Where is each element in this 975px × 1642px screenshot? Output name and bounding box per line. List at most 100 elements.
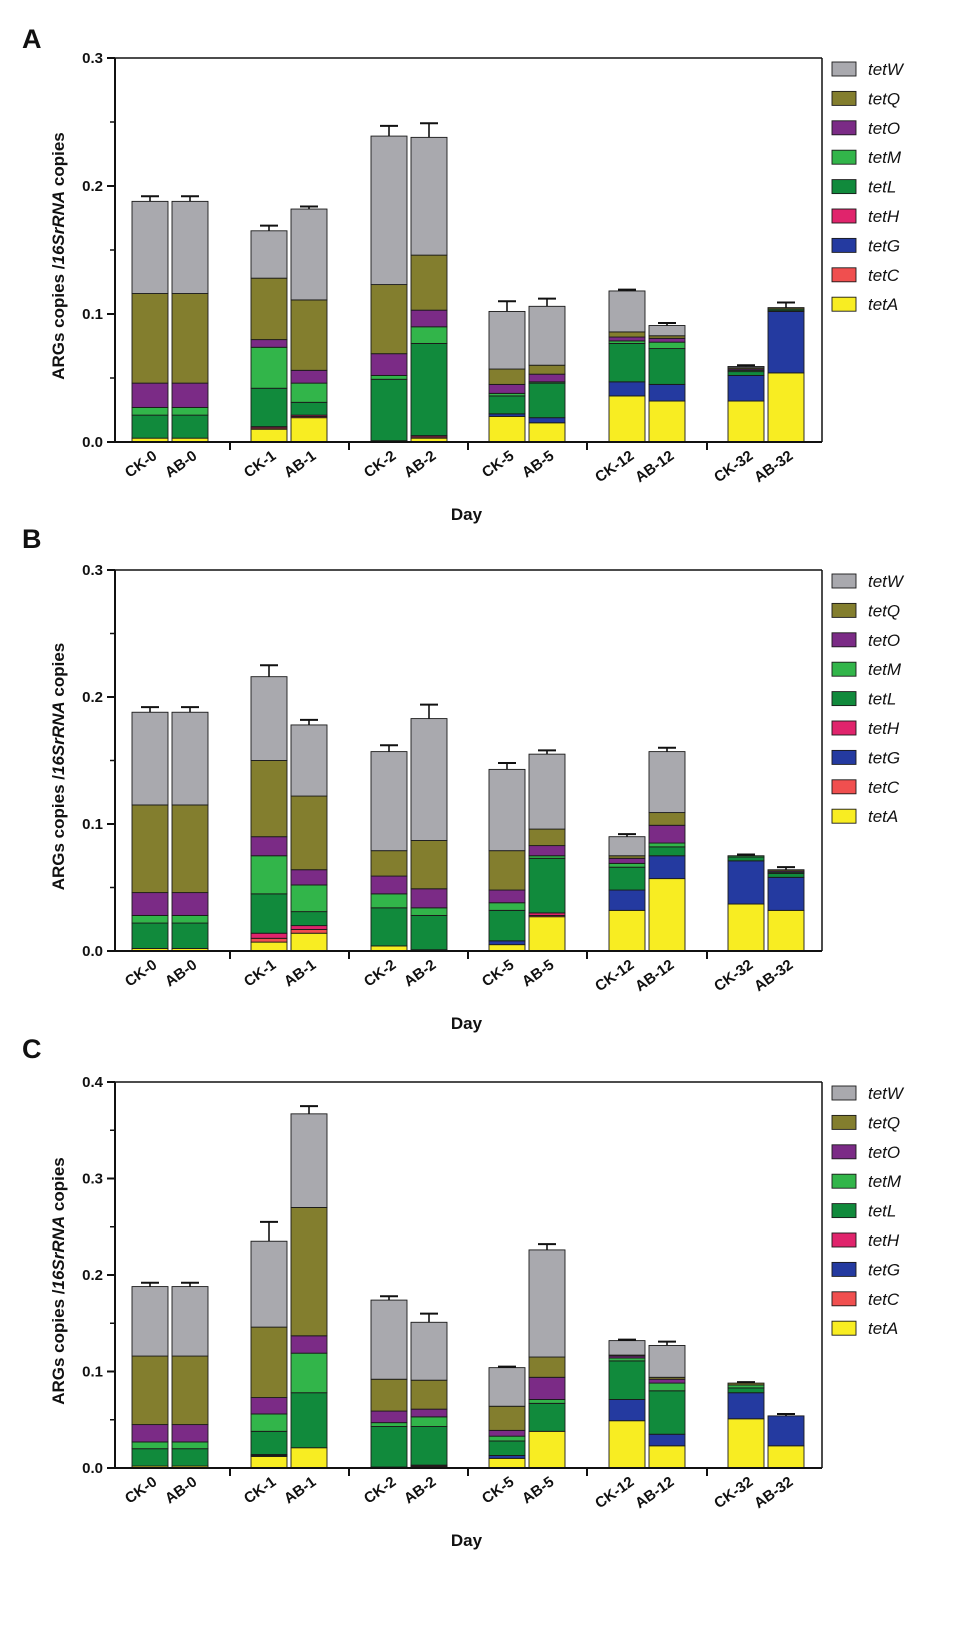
- bar-segment-tetM-ab-0: [171, 1441, 209, 1450]
- bar-segment-tetQ-ab-12: [648, 812, 686, 826]
- bar-segment-tetA-ab-32: [767, 1445, 805, 1469]
- bar-segment-tetQ-ck-1: [250, 1326, 288, 1399]
- legend-swatch-tetL: [831, 179, 857, 195]
- chart-panel-a: ACK-0 AB-0 CK-1 AB-1 CK-2 AB-2 CK-5 AB-5 CK-12AB…: [22, 24, 905, 524]
- bar-segment-tetO-ab-1: [290, 369, 328, 384]
- x-axis-title: Day: [451, 1014, 483, 1033]
- x-tick-label: CK-2: [361, 956, 399, 990]
- legend-label-tetM: tetM: [868, 660, 902, 679]
- x-tick-label: AB-5: [519, 956, 557, 990]
- bar-segment-tetW-ck-0: [131, 200, 169, 294]
- bar-segment-tetL-ck-1: [250, 893, 288, 934]
- bar-segment-tetL-ab-2: [410, 914, 448, 951]
- panel-letter: A: [22, 24, 42, 54]
- bar-segment-tetO-ab-0: [171, 892, 209, 916]
- bar-segment-tetM-ck-0: [131, 1441, 169, 1450]
- bar-segment-tetL-ab-32: [767, 873, 805, 878]
- bar-segment-tetL-ab-0: [171, 414, 209, 439]
- bar-segment-tetL-ab-5: [528, 857, 566, 914]
- y-axis-title: ARGs copies /16SrRNA copies: [49, 643, 68, 891]
- bar-segment-tetM-ab-12: [648, 1382, 686, 1392]
- x-tick-label: CK-0: [122, 956, 160, 990]
- bar-segment-tetM-ck-1: [250, 346, 288, 389]
- bar-segment-tetG-ab-32: [767, 1415, 805, 1447]
- legend-label-tetA: tetA: [868, 295, 898, 314]
- bar-segment-tetO-ab-5: [528, 373, 566, 383]
- legend-label-tetC: tetC: [868, 778, 900, 797]
- legend-swatch-tetQ: [831, 90, 857, 106]
- bar-segment-tetA-ab-32: [767, 372, 805, 443]
- bar-segment-tetA-ck-12: [608, 909, 646, 952]
- y-axis-title-part: 16SrRNA: [49, 701, 68, 775]
- legend-label-tetL: tetL: [868, 1202, 896, 1221]
- bar-segment-tetM-ab-12: [648, 842, 686, 848]
- x-tick-label: AB-2: [401, 956, 439, 990]
- y-tick-label: 0.0: [82, 1460, 103, 1477]
- legend-swatch-tetO: [831, 1144, 857, 1160]
- bar-segment-tetQ-ck-1: [250, 760, 288, 838]
- bar-segment-tetW-ab-0: [171, 1286, 209, 1357]
- x-tick-label: AB-32: [751, 447, 796, 486]
- bar-segment-tetQ-ab-1: [290, 299, 328, 371]
- bar-segment-tetW-ck-5: [488, 768, 526, 852]
- bar-segment-tetL-ck-2: [370, 1426, 408, 1468]
- y-tick-label: 0.2: [82, 1267, 103, 1284]
- bar-segment-tetM-ck-5: [488, 1435, 526, 1442]
- bar-segment-tetW-ck-2: [370, 135, 408, 286]
- legend-swatch-tetC: [831, 267, 857, 283]
- bar-segment-tetO-ck-12: [608, 857, 646, 864]
- bar-segment-tetM-ab-2: [410, 326, 448, 344]
- legend-swatch-tetC: [831, 779, 857, 795]
- bar-segment-tetA-ab-1: [290, 932, 328, 952]
- y-axis-title: ARGs copies /16SrRNA copies: [49, 1157, 68, 1405]
- y-tick-label: 0.2: [82, 178, 103, 195]
- bar-segment-tetQ-ck-32: [727, 1382, 765, 1386]
- legend-swatch-tetM: [831, 1173, 857, 1189]
- legend-label-tetQ: tetQ: [868, 601, 900, 620]
- legend-swatch-tetL: [831, 1203, 857, 1219]
- bar-segment-tetM-ab-1: [290, 884, 328, 913]
- bar-segment-tetO-ab-0: [171, 1424, 209, 1443]
- x-tick-label: CK-5: [479, 1473, 517, 1507]
- bar-segment-tetQ-ck-2: [370, 284, 408, 355]
- legend-label-tetM: tetM: [868, 1172, 902, 1191]
- bar-segment-tetL-ck-12: [608, 866, 646, 891]
- bar-segment-tetM-ab-12: [648, 341, 686, 350]
- bar-segment-tetA-ab-5: [528, 422, 566, 443]
- bar-segment-tetQ-ck-12: [608, 331, 646, 338]
- bar-segment-tetL-ck-5: [488, 909, 526, 942]
- bar-segment-tetO-ck-12: [608, 336, 646, 342]
- legend-label-tetW: tetW: [868, 1084, 905, 1103]
- bar-segment-tetW-ab-2: [410, 136, 448, 256]
- x-tick-label: CK-2: [361, 447, 399, 481]
- bar-segment-tetO-ab-2: [410, 309, 448, 328]
- legend-swatch-tetG: [831, 749, 857, 765]
- y-tick-label: 0.4: [82, 1074, 104, 1091]
- x-tick-label: AB-12: [632, 1473, 677, 1512]
- bar-segment-tetW-ab-5: [528, 753, 566, 830]
- bar-segment-tetM-ab-0: [171, 914, 209, 924]
- y-tick-label: 0.3: [82, 1171, 103, 1188]
- bar-segment-tetW-ab-1: [290, 208, 328, 301]
- bar-segment-tetH-ab-1: [290, 925, 328, 930]
- legend-label-tetW: tetW: [868, 60, 905, 79]
- bar-segment-tetM-ck-1: [250, 855, 288, 895]
- y-axis-title-part: copies: [49, 1157, 68, 1216]
- bar-segment-tetW-ab-2: [410, 1321, 448, 1381]
- legend-label-tetH: tetH: [868, 207, 900, 226]
- bar-segment-tetL-ck-32: [727, 371, 765, 376]
- legend-swatch-tetA: [831, 296, 857, 312]
- y-tick-label: 0.2: [82, 689, 103, 706]
- bar-segment-tetA-ck-1: [250, 1455, 288, 1469]
- bar-segment-tetM-ck-2: [370, 374, 408, 380]
- bar-segment-tetO-ab-0: [171, 382, 209, 408]
- bar-segment-tetL-ck-32: [727, 1387, 765, 1394]
- chart-panel-c: CCK-0 AB-0 CK-1 AB-1 CK-2 AB-2 CK-5 AB-5 CK-12AB…: [22, 1034, 905, 1550]
- bar-segment-tetQ-ab-2: [410, 840, 448, 890]
- bar-segment-tetM-ab-2: [410, 1416, 448, 1427]
- bar-segment-tetQ-ab-32: [767, 307, 805, 310]
- bar-segment-tetQ-ck-1: [250, 277, 288, 341]
- bar-segment-tetQ-ck-2: [370, 1378, 408, 1412]
- bar-segment-tetW-ck-1: [250, 1240, 288, 1328]
- bar-segment-tetL-ab-2: [410, 342, 448, 437]
